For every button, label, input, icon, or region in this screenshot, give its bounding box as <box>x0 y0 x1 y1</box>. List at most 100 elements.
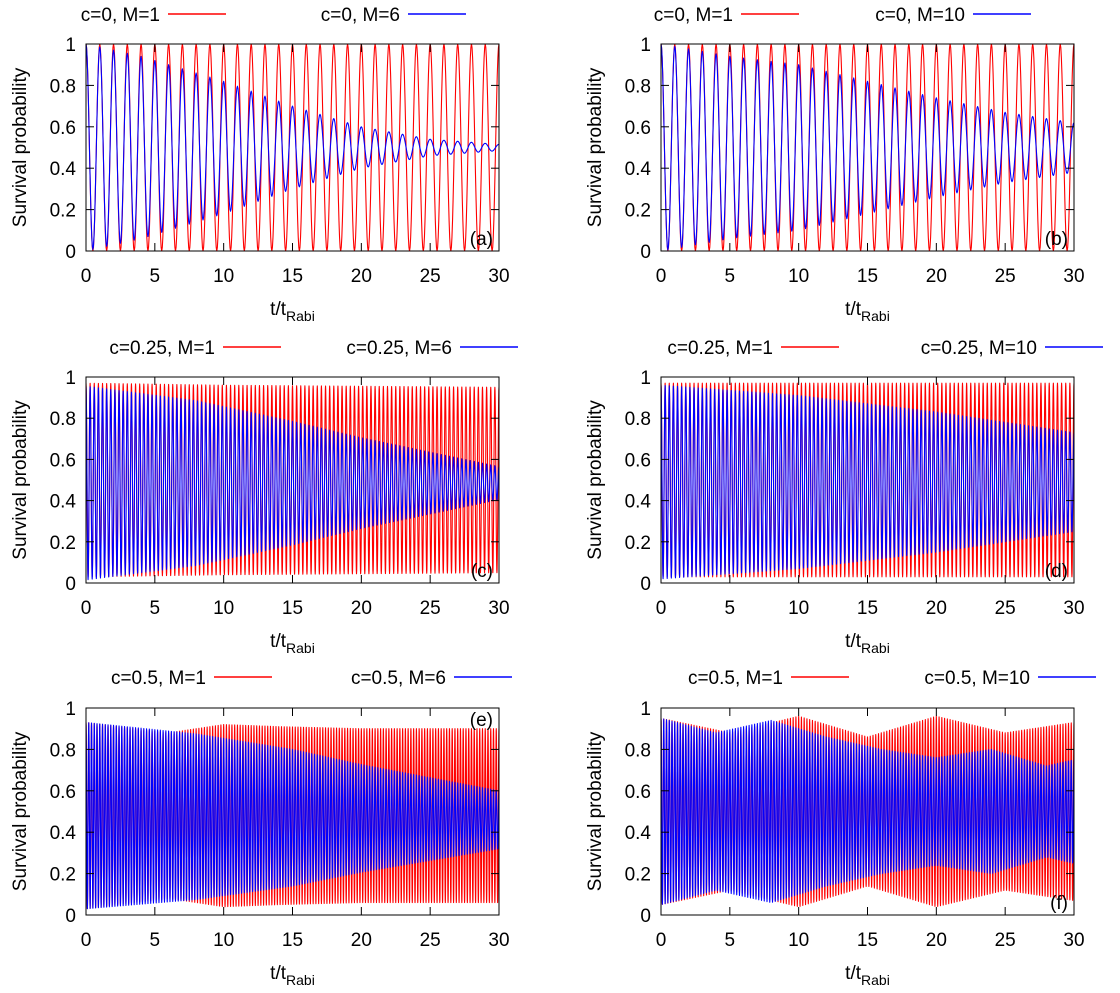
chart-panel: 0 5 10 15 20 25 30 0 0.2 0.4 0.6 0.8 1 t/tRabi Surviva… <box>10 338 518 656</box>
y-tick-label: 0 <box>65 906 76 927</box>
x-tick-label: 15 <box>857 930 878 951</box>
x-axis-title: t/tRabi <box>270 631 315 656</box>
y-tick-label: 1 <box>640 368 651 389</box>
panel-label: (d) <box>1045 561 1068 582</box>
y-tick-label: 0.4 <box>625 823 652 844</box>
y-tick-label: 0.4 <box>625 159 652 180</box>
series-line <box>661 384 1074 580</box>
x-tick-label: 15 <box>282 930 303 951</box>
x-tick-label: 0 <box>81 266 92 287</box>
y-tick-label: 1 <box>640 35 651 56</box>
chart-panel: 0 5 10 15 20 25 30 0 0.2 0.4 0.6 0.8 1 t/tRabi Surviva… <box>10 5 510 324</box>
x-tick-label: 20 <box>351 266 372 287</box>
series-line <box>86 44 499 251</box>
legend-label: c=0.25, M=6 <box>346 338 452 359</box>
x-axis-title-subscript: Rabi <box>286 640 315 656</box>
y-tick-label: 0 <box>640 574 651 595</box>
y-tick-label: 0.2 <box>50 201 76 222</box>
x-axis-title: t/tRabi <box>845 631 890 656</box>
x-axis-title: t/tRabi <box>270 299 315 324</box>
x-axis-title-main: t/t <box>845 299 862 320</box>
legend-label: c=0.5, M=6 <box>351 668 446 689</box>
y-axis-title: Survival probability <box>10 67 31 227</box>
y-tick-label: 0.4 <box>50 492 77 513</box>
legend-label: c=0, M=1 <box>654 5 733 26</box>
x-tick-label: 25 <box>995 266 1016 287</box>
plot-frame <box>85 43 500 252</box>
x-tick-label: 0 <box>656 266 667 287</box>
y-tick-label: 0 <box>65 242 76 263</box>
y-tick-label: 1 <box>65 368 76 389</box>
legend-label: c=0, M=10 <box>875 5 965 26</box>
series-line <box>661 44 1074 251</box>
series-line <box>661 44 1074 251</box>
y-axis-title: Survival probability <box>10 400 31 560</box>
x-axis-title: t/tRabi <box>845 299 890 324</box>
y-tick-label: 0.6 <box>625 450 651 471</box>
x-tick-label: 15 <box>282 266 303 287</box>
x-tick-label: 5 <box>150 930 161 951</box>
y-tick-label: 0.8 <box>50 76 76 97</box>
y-tick-label: 0.6 <box>50 782 76 803</box>
y-tick-label: 0 <box>640 242 651 263</box>
x-tick-label: 20 <box>926 930 947 951</box>
legend-label: c=0.25, M=10 <box>921 338 1037 359</box>
x-axis-title-subscript: Rabi <box>286 972 315 988</box>
y-tick-label: 0.6 <box>625 782 651 803</box>
chart-panel: 0 5 10 15 20 25 30 0 0.2 0.4 0.6 0.8 1 t/tRabi Surviva… <box>585 5 1085 324</box>
x-axis-title-main: t/t <box>845 963 862 984</box>
y-axis-title: Survival probability <box>10 731 31 891</box>
series-line <box>86 44 499 250</box>
x-axis-title-main: t/t <box>270 631 287 652</box>
x-tick-label: 10 <box>213 598 234 619</box>
panel-label: (a) <box>470 229 493 250</box>
panel-label: (e) <box>470 710 493 731</box>
x-tick-label: 10 <box>788 598 809 619</box>
plot-area <box>86 382 499 581</box>
plot-area <box>661 715 1074 907</box>
x-axis-title: t/tRabi <box>270 963 315 988</box>
panel-label: (f) <box>1050 893 1068 914</box>
legend-label: c=0.5, M=1 <box>111 668 206 689</box>
x-tick-label: 5 <box>150 598 161 619</box>
legend-label: c=0, M=6 <box>321 5 400 26</box>
x-tick-label: 30 <box>488 930 509 951</box>
y-tick-label: 0.2 <box>50 533 76 554</box>
x-axis-title-subscript: Rabi <box>861 308 890 324</box>
x-tick-label: 30 <box>488 266 509 287</box>
y-tick-label: 0.8 <box>625 740 651 761</box>
y-tick-label: 0 <box>65 574 76 595</box>
plot-area <box>661 382 1074 580</box>
plot-area <box>86 44 499 251</box>
x-tick-label: 15 <box>857 598 878 619</box>
y-tick-label: 0.2 <box>625 533 651 554</box>
x-tick-label: 15 <box>857 266 878 287</box>
chart-panel: 0 5 10 15 20 25 30 0 0.2 0.4 0.6 0.8 1 t/tRabi Surviva… <box>585 338 1103 656</box>
y-tick-label: 0.4 <box>50 159 77 180</box>
y-tick-label: 0.2 <box>50 865 76 886</box>
x-tick-label: 30 <box>1063 598 1084 619</box>
x-tick-label: 25 <box>420 598 441 619</box>
y-tick-label: 0.8 <box>50 409 76 430</box>
legend-label: c=0.5, M=1 <box>688 668 783 689</box>
chart-panel: 0 5 10 15 20 25 30 0 0.2 0.4 0.6 0.8 1 t/tRabi Surviva… <box>585 668 1096 988</box>
x-tick-label: 5 <box>725 598 736 619</box>
y-tick-label: 0.2 <box>625 201 651 222</box>
y-tick-label: 0.2 <box>625 865 651 886</box>
x-tick-label: 25 <box>420 266 441 287</box>
y-axis-title: Survival probability <box>585 67 606 227</box>
y-axis-title: Survival probability <box>585 400 606 560</box>
y-tick-label: 1 <box>640 699 651 720</box>
y-tick-label: 0.4 <box>625 492 652 513</box>
y-tick-label: 0 <box>640 906 651 927</box>
x-tick-label: 20 <box>351 930 372 951</box>
x-axis-title-subscript: Rabi <box>286 308 315 324</box>
x-axis-title-main: t/t <box>270 963 287 984</box>
y-axis-title: Survival probability <box>585 731 606 891</box>
x-tick-label: 20 <box>926 266 947 287</box>
y-tick-label: 0.8 <box>625 409 651 430</box>
x-tick-label: 30 <box>1063 930 1084 951</box>
series-line <box>86 386 499 581</box>
legend-label: c=0, M=1 <box>81 5 160 26</box>
x-tick-label: 30 <box>488 598 509 619</box>
